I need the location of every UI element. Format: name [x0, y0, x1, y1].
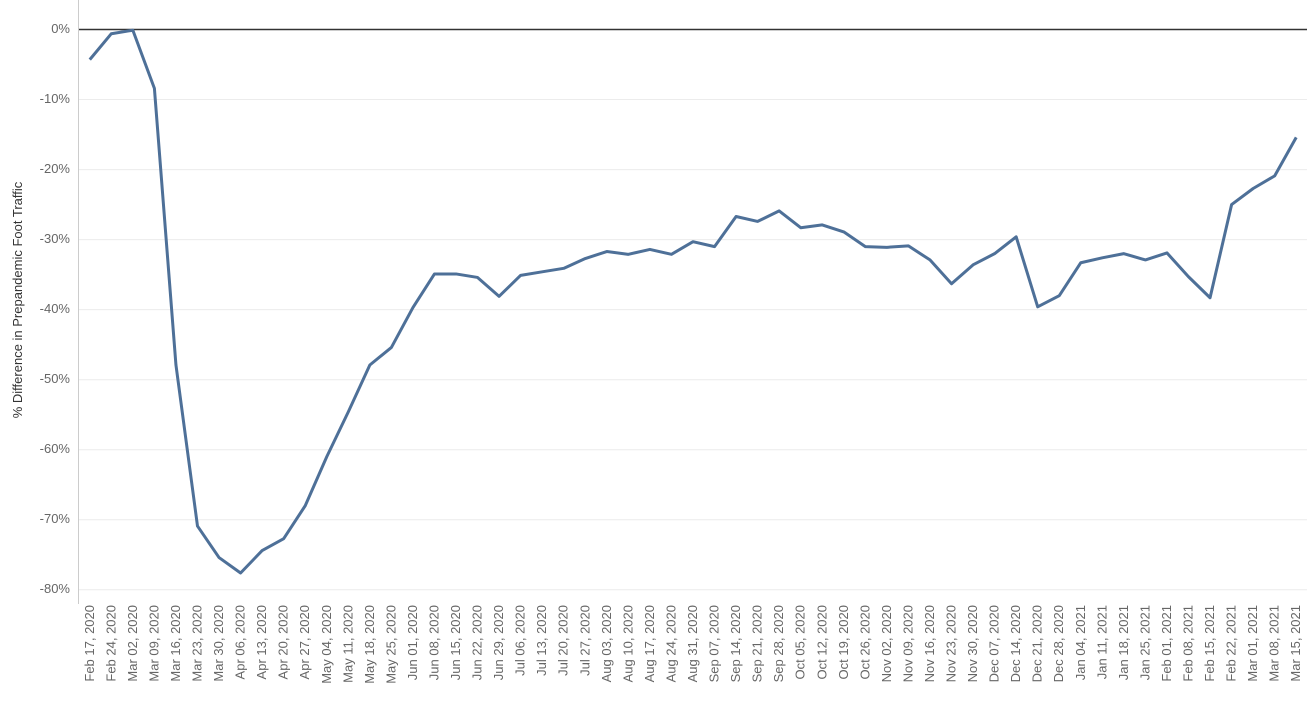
x-tick-label: Feb 15, 2021: [1202, 605, 1217, 682]
x-tick-label: Oct 12, 2020: [814, 605, 829, 679]
x-tick-label: May 04, 2020: [319, 605, 334, 684]
x-tick-label: May 25, 2020: [383, 605, 398, 684]
x-tick-label: Feb 17, 2020: [82, 605, 97, 682]
x-tick-label: Apr 20, 2020: [276, 605, 291, 679]
x-tick-label: Jan 18, 2021: [1116, 605, 1131, 680]
x-tick-label: Oct 19, 2020: [836, 605, 851, 679]
y-tick-label: -10%: [40, 91, 71, 106]
x-tick-label: Mar 23, 2020: [189, 605, 204, 682]
x-tick-label: Mar 01, 2021: [1245, 605, 1260, 682]
x-tick-label: Dec 28, 2020: [1051, 605, 1066, 682]
x-tick-label: Aug 17, 2020: [642, 605, 657, 682]
x-tick-label: Mar 16, 2020: [168, 605, 183, 682]
y-tick-label: -20%: [40, 161, 71, 176]
x-tick-label: Jun 08, 2020: [426, 605, 441, 680]
x-tick-label: Oct 26, 2020: [857, 605, 872, 679]
x-tick-label: Feb 08, 2021: [1181, 605, 1196, 682]
x-tick-label: Jul 27, 2020: [577, 605, 592, 676]
data-line: [88, 28, 1298, 575]
x-tick-label: Jan 11, 2021: [1094, 605, 1109, 679]
x-tick-label: Aug 24, 2020: [663, 605, 678, 682]
x-tick-label: Aug 10, 2020: [620, 605, 635, 682]
x-tick-label: Sep 07, 2020: [707, 605, 722, 682]
x-tick-label: Sep 14, 2020: [728, 605, 743, 682]
x-tick-label: Sep 21, 2020: [750, 605, 765, 682]
y-tick-label: -30%: [40, 231, 71, 246]
x-tick-label: Feb 01, 2021: [1159, 605, 1174, 682]
y-tick-label: -50%: [40, 371, 71, 386]
x-tick-label: Nov 23, 2020: [944, 605, 959, 682]
x-tick-label: Jun 29, 2020: [491, 605, 506, 680]
x-tick-label: Nov 30, 2020: [965, 605, 980, 682]
y-tick-label: -80%: [40, 581, 71, 596]
x-tick-label: Sep 28, 2020: [771, 605, 786, 682]
y-tick-label: 0%: [51, 21, 70, 36]
x-tick-label: Nov 02, 2020: [879, 605, 894, 682]
y-tick-label: -60%: [40, 441, 71, 456]
x-tick-label: May 18, 2020: [362, 605, 377, 684]
x-tick-label: Feb 24, 2020: [103, 605, 118, 682]
x-tick-label: Aug 31, 2020: [685, 605, 700, 682]
x-tick-label: Mar 30, 2020: [211, 605, 226, 682]
x-tick-label: Jul 06, 2020: [513, 605, 528, 676]
x-tick-label: Jun 22, 2020: [470, 605, 485, 680]
x-tick-label: Apr 27, 2020: [297, 605, 312, 679]
x-tick-label: Apr 13, 2020: [254, 605, 269, 679]
x-tick-label: Oct 05, 2020: [793, 605, 808, 679]
x-tick-label: Mar 08, 2021: [1267, 605, 1282, 682]
x-tick-label: Jan 25, 2021: [1137, 605, 1152, 680]
x-tick-label: Mar 02, 2020: [125, 605, 140, 682]
x-tick-label: Apr 06, 2020: [233, 605, 248, 679]
x-tick-label: Jun 15, 2020: [448, 605, 463, 680]
x-tick-label: Dec 14, 2020: [1008, 605, 1023, 682]
y-axis-title: % Difference in Prepandemic Foot Traffic: [10, 181, 25, 418]
y-tick-label: -40%: [40, 301, 71, 316]
x-tick-label: Mar 15, 2021: [1288, 605, 1303, 682]
x-tick-label: Dec 07, 2020: [987, 605, 1002, 682]
x-tick-label: Feb 22, 2021: [1224, 605, 1239, 682]
x-tick-label: Dec 21, 2020: [1030, 605, 1045, 682]
x-tick-label: Jun 01, 2020: [405, 605, 420, 680]
x-tick-label: Mar 09, 2020: [146, 605, 161, 682]
x-tick-label: Jul 13, 2020: [534, 605, 549, 676]
y-tick-label: -70%: [40, 511, 71, 526]
x-tick-label: May 11, 2020: [340, 605, 355, 683]
x-tick-label: Nov 09, 2020: [900, 605, 915, 682]
x-tick-label: Jul 20, 2020: [556, 605, 571, 676]
x-tick-label: Nov 16, 2020: [922, 605, 937, 682]
x-tick-label: Jan 04, 2021: [1073, 605, 1088, 680]
x-tick-label: Aug 03, 2020: [599, 605, 614, 682]
